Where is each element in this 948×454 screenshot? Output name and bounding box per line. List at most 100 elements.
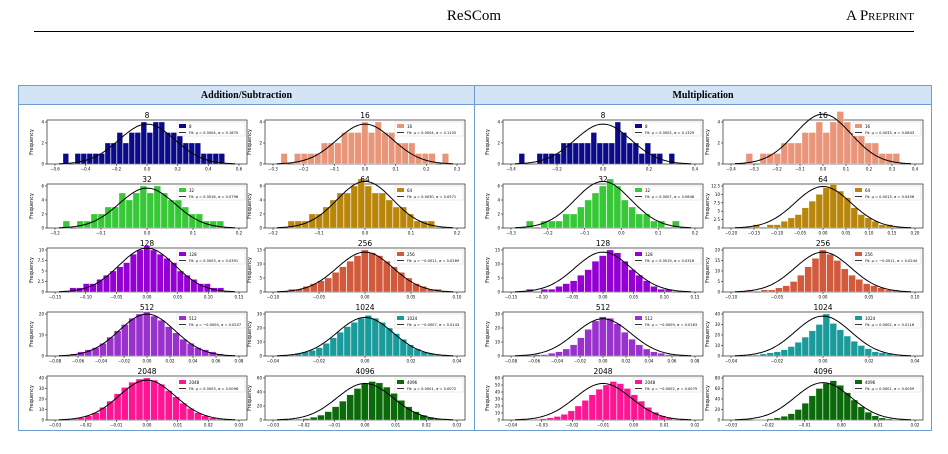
- y-tick-label: 10: [257, 340, 263, 345]
- y-tick-label: 5: [717, 279, 720, 284]
- histogram-bar: [428, 153, 436, 165]
- legend-fit-label: Fit: μ = 0.0030, σ = 0.0571: [407, 195, 456, 199]
- histogram-bar: [644, 407, 652, 421]
- x-tick-label: 0.01: [173, 423, 182, 428]
- x-tick-label: 0.3: [454, 167, 461, 172]
- x-tick-label: 0.04: [453, 359, 462, 364]
- fit-curve: [735, 113, 911, 165]
- x-tick-label: 0.10: [865, 231, 874, 236]
- histogram-bar: [294, 153, 301, 165]
- histogram-bar: [546, 417, 554, 421]
- histogram-bar: [664, 354, 673, 357]
- histogram-bar: [343, 326, 351, 357]
- histogram-title: 512: [596, 303, 611, 312]
- fit-curve: [277, 123, 453, 165]
- legend-box: [852, 313, 922, 329]
- y-tick-label: 2: [497, 141, 500, 146]
- histogram-bar: [602, 142, 609, 165]
- x-tick-label: −0.03: [49, 423, 62, 428]
- histogram-bar: [116, 266, 124, 293]
- x-tick-label: −0.02: [566, 423, 579, 428]
- histogram-bar: [62, 153, 69, 165]
- x-tick-label: 0.20: [911, 231, 920, 236]
- legend-box: [394, 121, 464, 137]
- histogram-bar: [628, 339, 636, 357]
- x-tick-label: 0.0: [820, 167, 827, 172]
- x-tick-label: −0.4: [81, 167, 91, 172]
- x-tick-label: 0.1: [843, 167, 850, 172]
- panel-divider: [474, 86, 475, 430]
- histogram-bar: [892, 419, 900, 421]
- histogram-bar: [179, 339, 187, 357]
- histogram-bar: [80, 153, 87, 165]
- histogram-64-panel-0: 64 Frequency 0 2 4 6 −0.2 −0.1 0.0 0.1 0.2 64 Fit: μ…: [247, 175, 466, 236]
- histogram-bar: [188, 142, 195, 165]
- histogram-bar: [808, 330, 816, 357]
- histogram-bar: [302, 286, 310, 293]
- histogram-bar: [314, 153, 322, 165]
- histogram-bar: [826, 254, 834, 293]
- x-tick-label: 0.1: [190, 231, 197, 236]
- histogram-bar: [815, 388, 823, 421]
- y-tick-label: 0: [259, 162, 262, 167]
- fit-curve: [59, 379, 235, 421]
- x-tick-label: 0.2: [423, 167, 430, 172]
- legend-swatch: [397, 188, 404, 192]
- histogram-bar: [584, 269, 592, 293]
- histogram-bar: [405, 406, 413, 421]
- histogram-bar: [385, 327, 393, 357]
- histogram-legend: 1024 Fit: μ = −0.0007, σ = 0.0143: [394, 313, 464, 329]
- x-tick-label: 0.4: [912, 167, 919, 172]
- histogram-bar: [76, 220, 84, 229]
- x-tick-label: −0.03: [536, 423, 549, 428]
- y-tick-label: 4: [497, 198, 500, 203]
- y-tick-label: 60: [495, 376, 501, 381]
- legend-swatch: [397, 252, 404, 256]
- fit-curve: [277, 251, 453, 293]
- y-tick-label: 10: [715, 269, 721, 274]
- histogram-title: 256: [816, 239, 831, 248]
- histogram-bar: [172, 396, 180, 421]
- legend-fit-label: Fit: μ = 0.0003, σ = 0.0391: [189, 259, 238, 263]
- x-tick-label: −0.15: [505, 295, 518, 300]
- histogram-bar: [405, 277, 413, 293]
- histogram-bar: [766, 153, 774, 165]
- histogram-bar: [310, 417, 318, 421]
- histogram-bar: [181, 206, 189, 229]
- histogram-bar: [613, 323, 622, 357]
- x-tick-label: 0.00: [819, 295, 828, 300]
- histogram-bar: [109, 270, 117, 293]
- histogram-bar: [843, 197, 851, 229]
- histogram-bar: [808, 395, 816, 421]
- histogram-bar: [863, 283, 871, 293]
- histogram-bar: [143, 245, 151, 293]
- x-tick-label: 0.00: [599, 295, 608, 300]
- x-tick-label: 0.00: [819, 231, 828, 236]
- histogram-bar: [871, 351, 879, 357]
- legend-series-label: 16: [865, 124, 871, 129]
- histogram-bar: [150, 249, 157, 293]
- legend-series-label: 8: [189, 124, 192, 129]
- histogram-bar: [878, 352, 886, 357]
- histogram-bar: [539, 418, 547, 421]
- histogram-legend: 64 Fit: μ = 0.0030, σ = 0.0571: [394, 185, 464, 201]
- histogram-bar: [412, 411, 420, 421]
- histogram-bar: [421, 153, 429, 165]
- fit-curve: [515, 318, 691, 357]
- histogram-bar: [773, 417, 781, 421]
- histogram-bar: [584, 199, 592, 229]
- y-tick-label: 4: [259, 120, 262, 125]
- histogram-legend: 8 Fit: μ = 0.0002, σ = 0.1329: [632, 121, 702, 137]
- y-axis-label: Frequency: [485, 321, 491, 347]
- fit-curve: [735, 382, 911, 421]
- y-axis-label: Frequency: [247, 129, 253, 155]
- x-tick-label: 0.02: [622, 359, 631, 364]
- histogram-bar: [121, 387, 129, 421]
- histogram-bar: [104, 142, 111, 165]
- histogram-bar: [836, 329, 844, 357]
- histogram-bar: [801, 132, 809, 165]
- x-tick-label: −0.02: [118, 359, 131, 364]
- y-tick-label: 0: [259, 418, 262, 423]
- histogram-bar: [794, 142, 802, 165]
- histogram-bar: [357, 318, 365, 357]
